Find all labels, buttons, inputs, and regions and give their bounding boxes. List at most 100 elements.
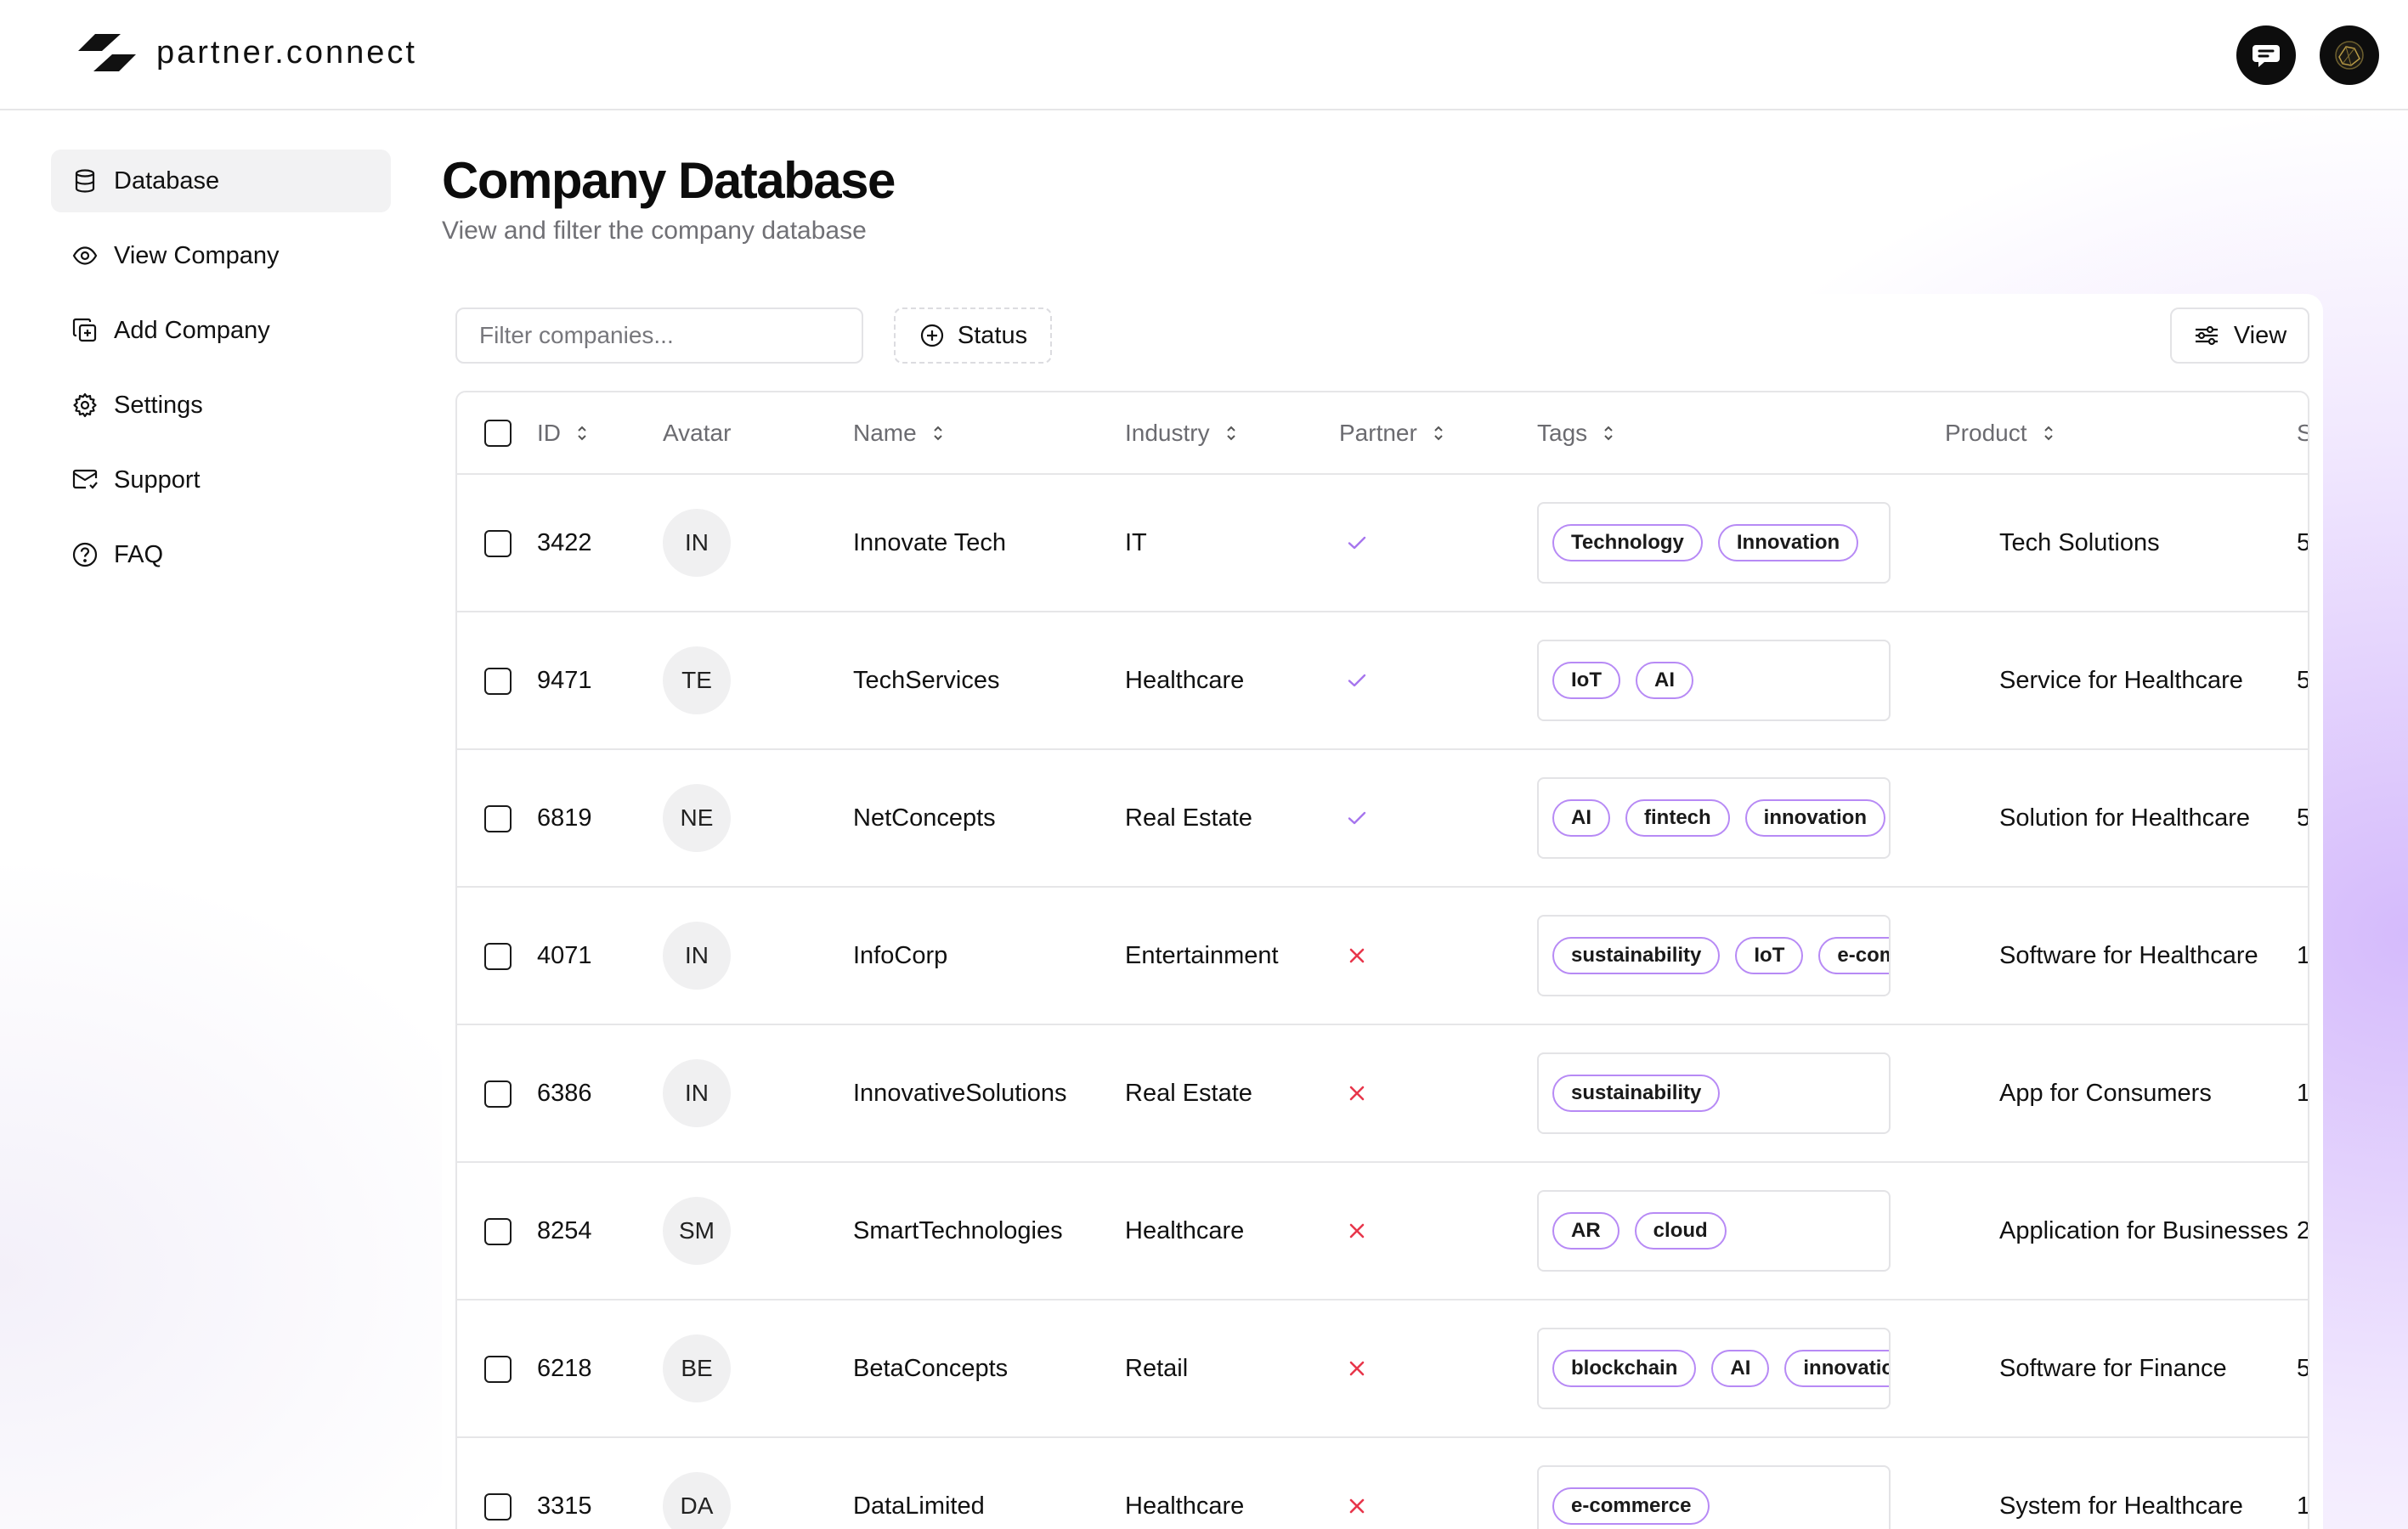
cell-industry: Healthcare [1125, 666, 1245, 694]
sidebar-item-view-company[interactable]: View Company [51, 224, 391, 287]
cell-next: 2 [2297, 1216, 2309, 1244]
cell-industry: Entertainment [1125, 941, 1279, 969]
company-avatar: DA [663, 1472, 731, 1529]
sidebar-item-label: Add Company [114, 316, 270, 344]
row-checkbox[interactable] [484, 804, 512, 832]
table-row[interactable]: 9471 TE TechServices Healthcare IoT AI Service… [457, 612, 2308, 749]
tag-chip[interactable]: e-commerce [1552, 1487, 1710, 1525]
table-row[interactable]: 8254 SM SmartTechnologies Healthcare AR cloud… [457, 1162, 2309, 1300]
tag-chip[interactable]: innovation [1784, 1350, 1889, 1387]
page-subtitle: View and filter the company database [442, 217, 867, 245]
row-checkbox[interactable] [484, 1355, 512, 1383]
row-checkbox[interactable] [484, 529, 512, 557]
brand-name: partner.connect [156, 34, 417, 71]
table-row[interactable]: 6386 IN InnovativeSolutions Real Estate sust… [457, 1024, 2308, 1162]
tag-chip[interactable]: AR [1552, 1212, 1619, 1250]
cell-partner [1339, 1437, 1537, 1529]
cross-icon [1349, 948, 1365, 963]
status-filter-label: Status [957, 321, 1028, 349]
user-avatar[interactable] [2320, 25, 2379, 85]
select-all-checkbox[interactable] [484, 420, 512, 448]
company-avatar: SM [663, 1197, 731, 1265]
cell-partner [1339, 1300, 1537, 1437]
column-header-partner[interactable]: Partner [1339, 392, 1537, 474]
table-row[interactable]: 6819 NE NetConcepts Real Estate AI fintech inn… [457, 749, 2308, 887]
chat-button[interactable] [2236, 25, 2296, 85]
tags-cell: blockchain AI innovation [1537, 1328, 1891, 1409]
cell-partner [1339, 1024, 1537, 1162]
cell-partner [1339, 1162, 1537, 1300]
cell-name: InfoCorp [853, 941, 948, 969]
tag-chip[interactable]: Innovation [1717, 524, 1859, 561]
cell-industry: Real Estate [1125, 1079, 1252, 1107]
sidebar-item-database[interactable]: Database [51, 150, 391, 212]
tag-chip[interactable]: blockchain [1552, 1350, 1697, 1387]
cell-next: 5 [2297, 528, 2309, 556]
sidebar: Database View Company Add Company Settin… [51, 150, 391, 598]
cell-product: Software for Healthcare [1999, 941, 2258, 969]
view-options-button[interactable]: View [2170, 307, 2309, 364]
column-header-industry[interactable]: Industry [1125, 392, 1339, 474]
company-avatar: NE [663, 784, 731, 852]
column-header-tags[interactable]: Tags [1537, 392, 1945, 474]
sort-icon [1434, 426, 1443, 440]
top-bar: partner.connect [0, 0, 2408, 110]
tag-chip[interactable]: innovation [1744, 799, 1885, 837]
tag-chip[interactable]: cloud [1634, 1212, 1727, 1250]
cell-name: SmartTechnologies [853, 1216, 1063, 1244]
cell-industry: Retail [1125, 1354, 1189, 1382]
table-row[interactable]: 6218 BE BetaConcepts Retail blockchain AI inno… [457, 1300, 2308, 1437]
column-header-product[interactable]: Product [1945, 392, 2297, 474]
tag-chip[interactable]: sustainability [1552, 937, 1721, 974]
tags-cell: sustainability IoT e-commerce [1537, 915, 1891, 996]
tags-cell: AI fintech innovation [1537, 777, 1891, 859]
row-checkbox[interactable] [484, 1492, 512, 1521]
tags-cell: sustainability [1537, 1052, 1891, 1134]
add-copy-icon [72, 318, 97, 342]
check-icon [1348, 811, 1366, 825]
cell-industry: IT [1125, 528, 1147, 556]
tag-chip[interactable]: fintech [1625, 799, 1730, 837]
column-header-id[interactable]: ID [537, 392, 663, 474]
chat-icon [2253, 45, 2280, 67]
company-avatar: IN [663, 1059, 731, 1127]
table-row[interactable]: 3315 DA DataLimited Healthcare e-commerce Sys… [457, 1437, 2308, 1529]
row-checkbox[interactable] [484, 1080, 512, 1108]
cross-icon [1349, 1223, 1365, 1238]
column-header-name[interactable]: Name [853, 392, 1125, 474]
cell-product: Tech Solutions [1999, 528, 2160, 556]
row-checkbox[interactable] [484, 1217, 512, 1245]
cell-partner [1339, 749, 1537, 887]
tag-chip[interactable]: IoT [1735, 937, 1804, 974]
row-checkbox[interactable] [484, 942, 512, 970]
sidebar-item-support[interactable]: Support [51, 449, 391, 511]
sidebar-item-add-company[interactable]: Add Company [51, 299, 391, 362]
cell-partner [1339, 612, 1537, 749]
cell-id: 4071 [537, 941, 592, 969]
cell-name: TechServices [853, 666, 1000, 694]
tag-chip[interactable]: sustainability [1552, 1075, 1721, 1112]
tag-chip[interactable]: Technology [1552, 524, 1703, 561]
tags-cell: Technology Innovation [1537, 502, 1891, 584]
brand-logo[interactable]: partner.connect [78, 31, 417, 75]
cell-product: System for Healthcare [1999, 1492, 2243, 1520]
status-filter-button[interactable]: Status [894, 307, 1052, 364]
company-avatar: IN [663, 509, 731, 577]
tag-chip[interactable]: AI [1711, 1350, 1770, 1387]
sidebar-item-settings[interactable]: Settings [51, 374, 391, 437]
tags-cell: AR cloud [1537, 1190, 1891, 1272]
company-avatar: BE [663, 1334, 731, 1402]
tag-chip[interactable]: AI [1552, 799, 1610, 837]
sort-icon [1226, 426, 1235, 440]
filter-input[interactable] [455, 307, 863, 364]
column-header-next[interactable]: S [2297, 392, 2308, 474]
row-checkbox[interactable] [484, 667, 512, 695]
page-title: Company Database [442, 152, 896, 209]
table-row[interactable]: 4071 IN InfoCorp Entertainment sustainabilit… [457, 887, 2308, 1024]
tag-chip[interactable]: IoT [1552, 662, 1620, 699]
cell-name: BetaConcepts [853, 1354, 1009, 1382]
table-row[interactable]: 3422 IN Innovate Tech IT Technology Innovatio… [457, 474, 2309, 612]
tag-chip[interactable]: e-commerce [1818, 937, 1889, 974]
tag-chip[interactable]: AI [1636, 662, 1693, 699]
sidebar-item-faq[interactable]: FAQ [51, 523, 391, 586]
